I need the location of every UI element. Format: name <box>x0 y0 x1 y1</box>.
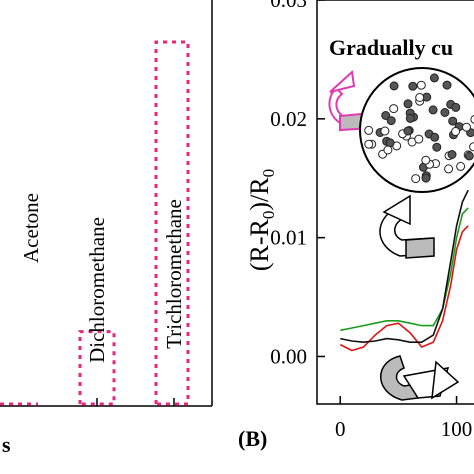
inset-circle <box>359 67 474 193</box>
series-lines <box>339 189 469 352</box>
category-label-acetone: Acetone <box>19 193 43 263</box>
particle <box>456 161 466 171</box>
particle <box>381 111 391 120</box>
category-label-dichloromethane: Dichloromethane <box>85 217 109 363</box>
particle <box>469 142 474 152</box>
plot-frame <box>316 0 474 405</box>
particle <box>383 145 393 155</box>
bar-trichloromethane <box>154 40 190 406</box>
particle <box>403 99 413 109</box>
y-tick-label: 0.00 <box>270 344 307 368</box>
panel-a: Acetone Dichloromethane Trichloromethane… <box>0 0 213 457</box>
category-label-trichloromethane: Trichloromethane <box>162 199 186 349</box>
y-axis-title-sub: 0 <box>259 211 278 220</box>
particle <box>364 139 374 149</box>
particle <box>428 105 438 115</box>
particle <box>411 174 421 184</box>
particle <box>464 151 474 161</box>
particle <box>414 134 424 144</box>
y-axis-title: (R-R0)/R0 <box>245 169 278 271</box>
y-axis-title-sub: 0 <box>259 169 278 178</box>
particle <box>440 108 450 117</box>
panel-b: (B) (R-R0)/R0 0.000.010.020.03 0 100 Grad… <box>238 0 474 451</box>
particle <box>442 80 452 90</box>
particle <box>447 150 457 159</box>
bar-dichloromethane <box>78 330 116 406</box>
particle <box>405 113 415 123</box>
y-tick-label: 0.01 <box>270 226 307 250</box>
particle <box>408 81 418 91</box>
particle <box>386 116 396 126</box>
particle <box>429 73 439 83</box>
particle <box>364 125 374 135</box>
series-line-1 <box>339 225 469 352</box>
series-line-0 <box>340 207 469 332</box>
particle <box>430 132 440 142</box>
particle <box>451 102 461 112</box>
x-axis-ticks: 0 100 <box>335 396 472 441</box>
particle <box>451 127 461 136</box>
particle <box>403 126 413 136</box>
microstructure-inset <box>359 67 474 193</box>
x-tick-label: 100 <box>441 417 473 441</box>
particle <box>421 155 431 165</box>
particle <box>389 104 399 114</box>
annotation-text: Gradually cu <box>329 35 453 60</box>
particles <box>364 73 474 184</box>
y-axis-ticks: 0.00 0.01 0.02 0.03 <box>270 0 325 368</box>
y-tick-label: 0.02 <box>270 107 307 131</box>
particle <box>448 116 458 126</box>
panel-a-xlabel-fragment: s <box>2 432 11 457</box>
particle <box>415 93 425 102</box>
series-line-2 <box>340 189 469 344</box>
particle <box>444 164 454 174</box>
curved-arrow-icon <box>379 194 435 259</box>
x-tick-label: 0 <box>335 417 346 441</box>
y-tick-label: 0.03 <box>270 0 307 12</box>
panel-a-bars <box>0 40 190 406</box>
particle <box>421 173 431 183</box>
panel-label-b: (B) <box>238 426 267 451</box>
particle <box>470 114 474 124</box>
particle <box>389 81 399 91</box>
y-axis-title-part: (R-R <box>245 218 274 271</box>
particle <box>380 126 390 136</box>
y-axis-title-part: )/R <box>245 177 274 211</box>
particle <box>462 122 471 132</box>
particle <box>416 80 426 90</box>
curved-arrow-icon <box>380 355 460 401</box>
particle <box>432 142 442 152</box>
